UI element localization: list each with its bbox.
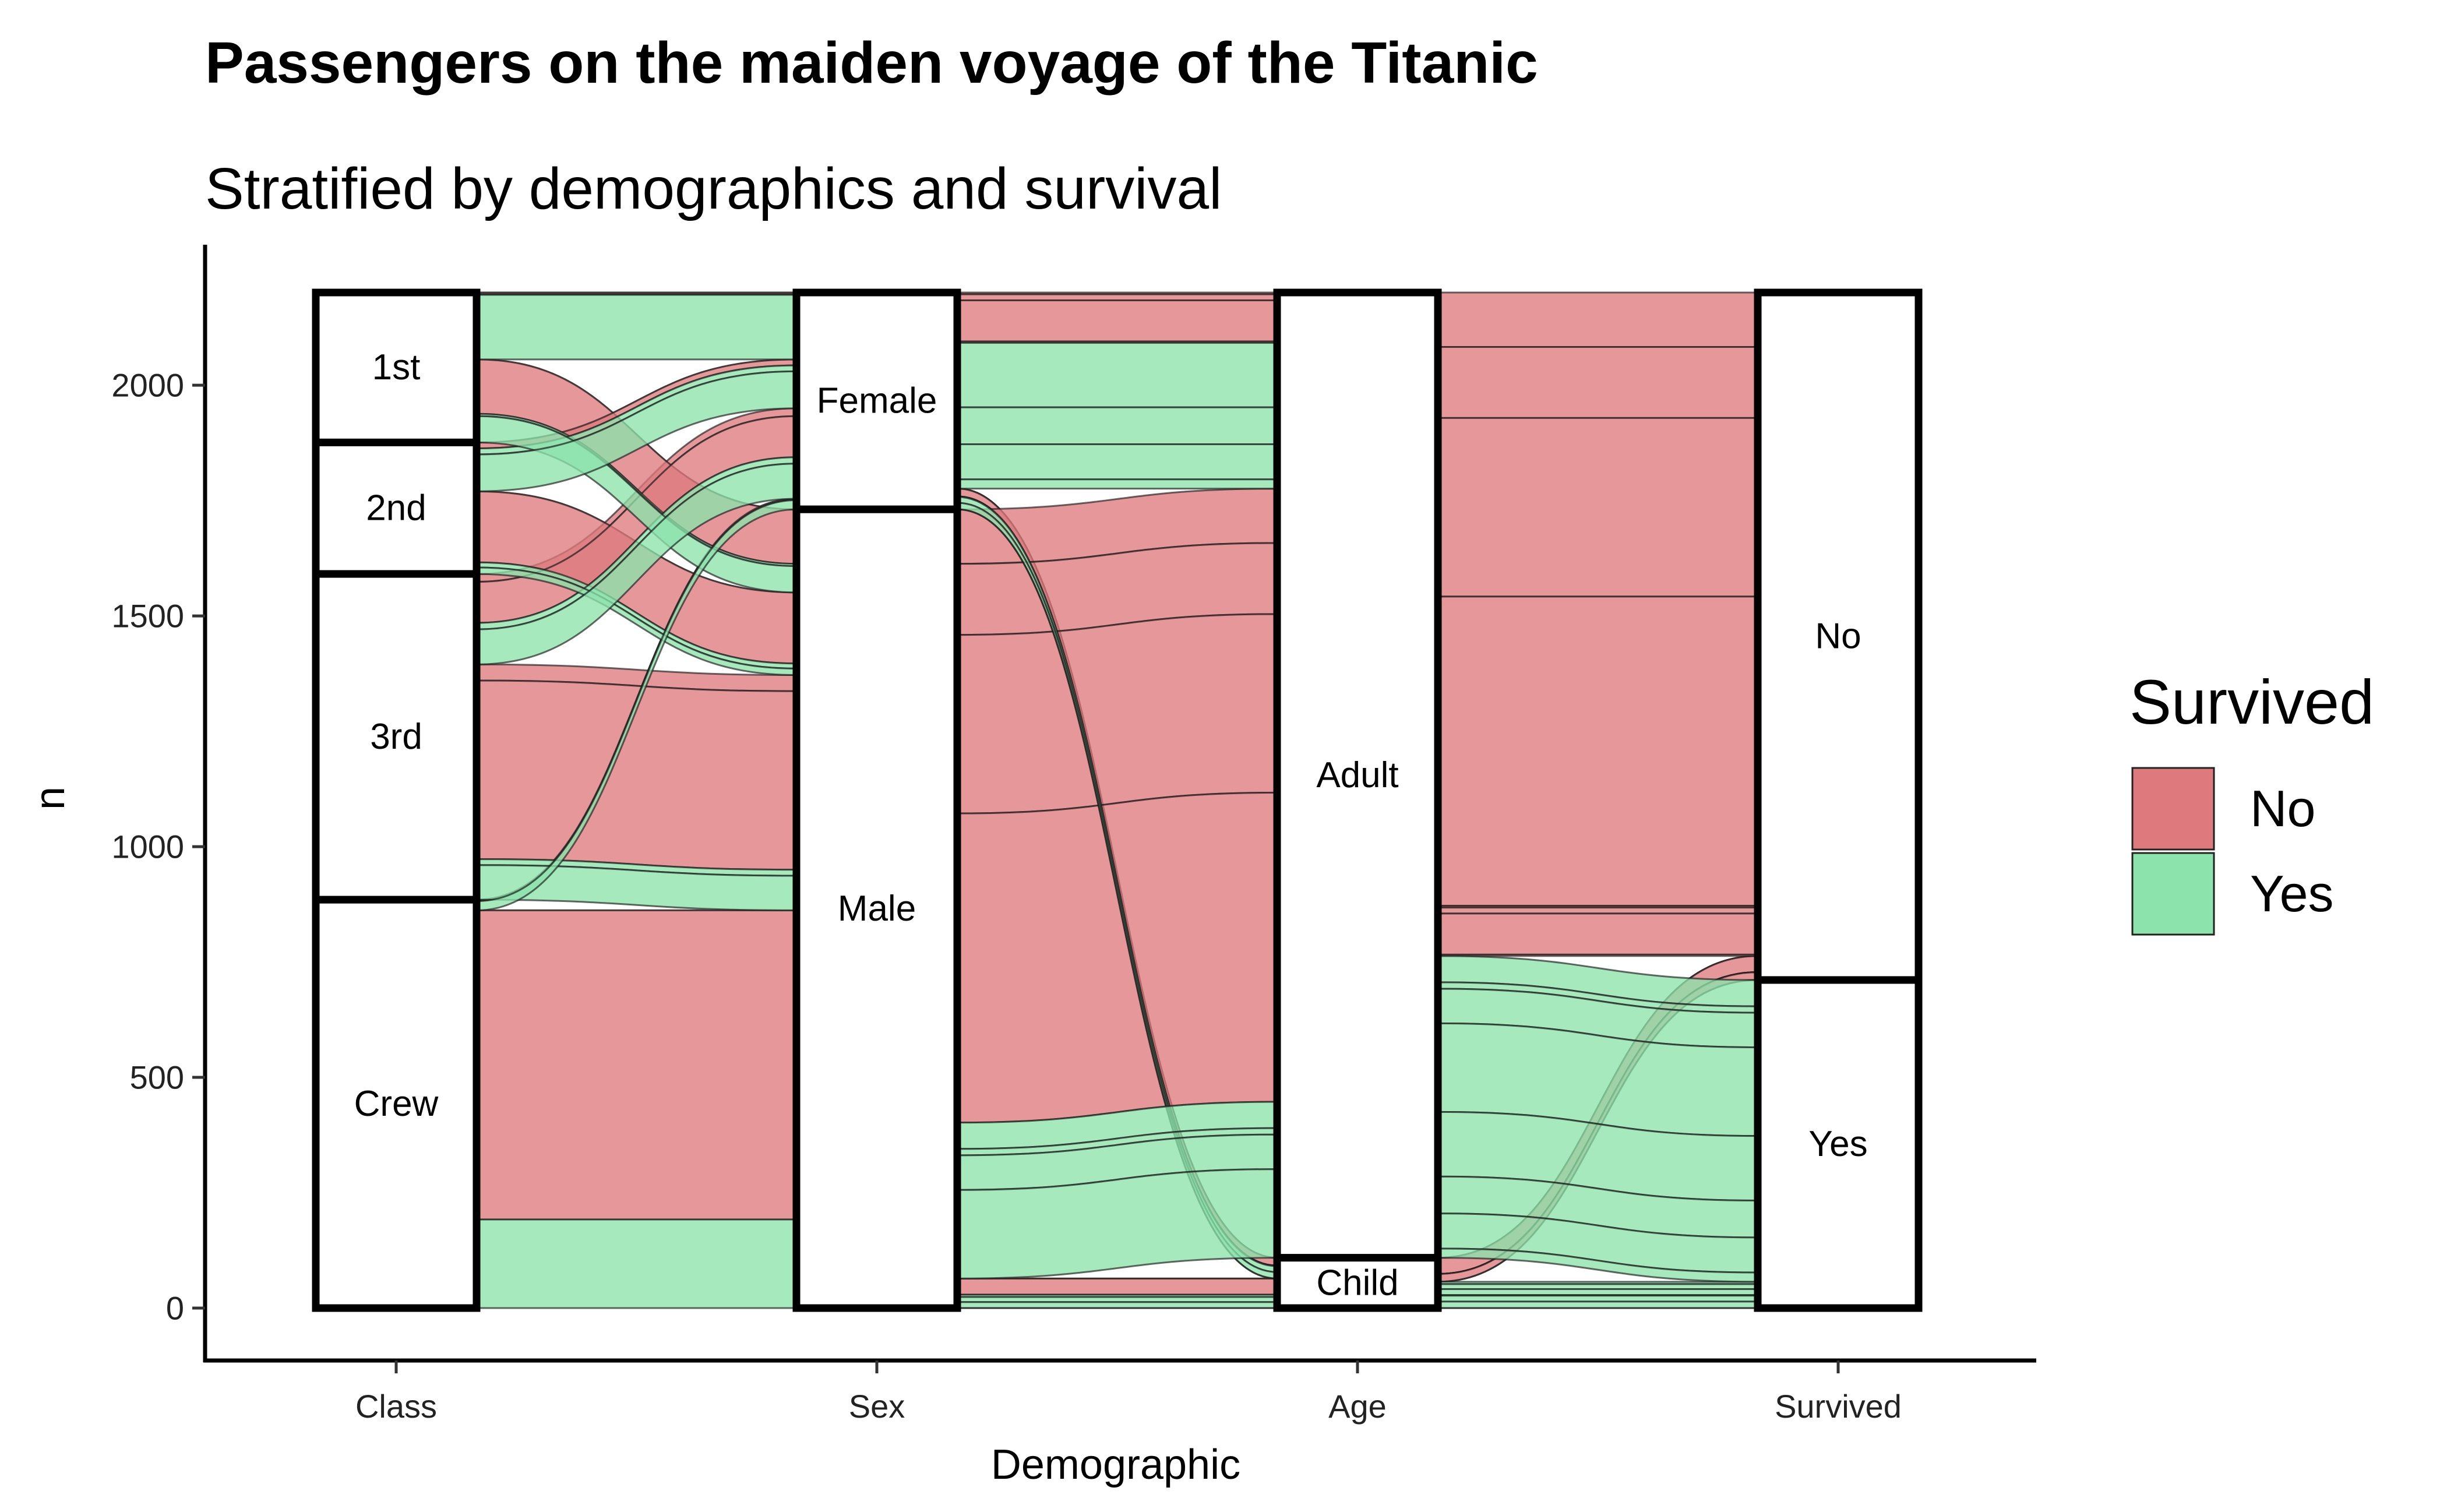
flow-sex-age-11 xyxy=(956,791,1278,1124)
stratum-label-sex-female: Female xyxy=(817,381,937,421)
stratum-age-adult xyxy=(1273,288,1442,1262)
chart-title: Passengers on the maiden voyage of the T… xyxy=(205,30,1538,96)
stratum-label-survived-yes: Yes xyxy=(1808,1124,1867,1164)
stratum-label-age-adult: Adult xyxy=(1316,755,1398,795)
flow-class-sex-27 xyxy=(475,1218,798,1309)
stratum-survived-no xyxy=(1754,288,1923,984)
flow-sex-age-18 xyxy=(956,1301,1278,1309)
stratum-label-class-1st: 1st xyxy=(372,347,421,387)
flow-sex-age-28 xyxy=(956,341,1278,408)
flow-age-survived-11 xyxy=(1437,595,1759,907)
y-tick-label: 0 xyxy=(166,1290,184,1327)
flow-sex-age-13 xyxy=(956,293,1278,301)
flow-age-survived-8 xyxy=(1437,291,1759,348)
stratum-class-2nd xyxy=(312,438,481,578)
x-axis-title: Demographic xyxy=(991,1441,1240,1488)
flow-sex-age-30 xyxy=(956,443,1278,481)
flow-sex-age-10 xyxy=(956,613,1278,815)
y-axis-title: n xyxy=(27,787,73,810)
axes-layer: 0 500 1000 1500 2000 Class Sex Age Survived xyxy=(111,245,2036,1425)
flow-age-survived-9 xyxy=(1437,346,1759,419)
y-tick-label: 1000 xyxy=(111,829,184,865)
legend-title: Survived xyxy=(2129,667,2374,737)
stratum-class-crew xyxy=(312,896,481,1312)
stratum-sex-male xyxy=(792,505,961,1312)
flow-age-survived-10 xyxy=(1437,417,1759,598)
flow-sex-age-14 xyxy=(956,299,1278,343)
flow-class-sex-28 xyxy=(475,294,798,361)
y-tick-label: 1500 xyxy=(111,598,184,635)
stratum-class-1st xyxy=(312,288,481,446)
flow-age-survived-13 xyxy=(1437,907,1759,915)
stratum-survived-yes xyxy=(1754,976,1923,1312)
strata-layer: 1st 2nd 3rd Crew Female Male Adult Child No Yes xyxy=(312,288,1923,1312)
y-tick-label: 2000 xyxy=(111,367,184,404)
legend-swatch-no xyxy=(2131,767,2215,851)
flow-class-sex-11 xyxy=(475,909,798,1221)
flow-sex-age-29 xyxy=(956,406,1278,446)
chart-subtitle: Stratified by demographics and survival xyxy=(205,156,1222,221)
flow-age-survived-14 xyxy=(1437,912,1759,956)
stratum-label-sex-male: Male xyxy=(838,889,916,929)
flow-age-survived-18 xyxy=(1437,1288,1759,1296)
legend-label-no: No xyxy=(2250,780,2316,837)
stratum-label-class-3rd: 3rd xyxy=(370,717,422,757)
flows-layer xyxy=(475,291,1759,1309)
x-tick-label-survived: Survived xyxy=(1775,1388,1902,1425)
stratum-class-3rd xyxy=(312,570,481,904)
flow-sex-age-2 xyxy=(956,1277,1278,1296)
stratum-age-child xyxy=(1273,1254,1442,1312)
flow-age-survived-15 xyxy=(1437,953,1759,957)
flow-age-survived-22 xyxy=(1437,1300,1759,1309)
flow-age-survived-21 xyxy=(1437,1295,1759,1303)
legend-label-yes: Yes xyxy=(2250,865,2334,922)
x-tick-label-sex: Sex xyxy=(849,1388,905,1425)
stratum-label-class-2nd: 2nd xyxy=(366,488,426,528)
x-tick-label-age: Age xyxy=(1328,1388,1387,1425)
stratum-sex-female xyxy=(792,288,961,513)
x-tick-label-class: Class xyxy=(355,1388,437,1425)
flow-sex-age-31 xyxy=(956,478,1278,490)
stratum-label-age-child: Child xyxy=(1316,1263,1398,1303)
legend: Survived No Yes xyxy=(2129,667,2374,936)
legend-swatch-yes xyxy=(2131,852,2215,936)
y-tick-label: 500 xyxy=(130,1059,184,1096)
stratum-label-class-crew: Crew xyxy=(354,1084,439,1124)
stratum-label-survived-no: No xyxy=(1815,616,1861,656)
